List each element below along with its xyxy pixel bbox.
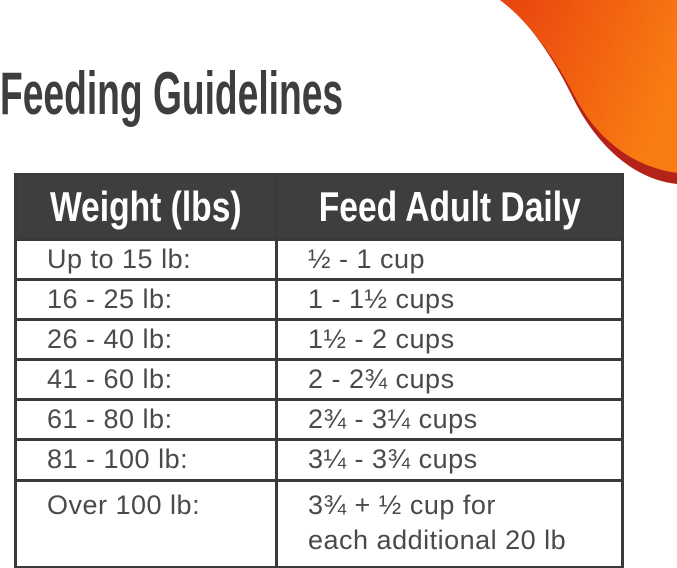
page-title-text: Feeding Guidelines [0, 60, 344, 127]
table-row: Over 100 lb: 3¾ + ½ cup for each additio… [14, 478, 624, 568]
table-row: Up to 15 lb: ½ - 1 cup [14, 237, 624, 282]
weight-cell: Up to 15 lb: [14, 237, 278, 282]
table-row: 16 - 25 lb: 1 - 1½ cups [14, 278, 624, 322]
feed-cell: 2 - 2¾ cups [275, 358, 624, 402]
corner-accent-shape [500, 0, 677, 184]
weight-header-label: Weight (lbs) [50, 183, 242, 230]
accent-orange-layer [500, 0, 677, 173]
table-row: 81 - 100 lb: 3¼ - 3¾ cups [14, 438, 624, 482]
weight-cell: Over 100 lb: [14, 478, 278, 568]
feeding-table-container: Weight (lbs) Feed Adult Daily Up to 15 l… [14, 173, 624, 568]
table-row: 61 - 80 lb: 2¾ - 3¼ cups [14, 398, 624, 442]
weight-cell: 26 - 40 lb: [14, 318, 278, 362]
feed-cell: 2¾ - 3¼ cups [275, 398, 624, 442]
weight-header-cell: Weight (lbs) [14, 173, 278, 241]
table-row: 41 - 60 lb: 2 - 2¾ cups [14, 358, 624, 402]
header-row: Weight (lbs) Feed Adult Daily [14, 173, 624, 241]
feeding-table: Weight (lbs) Feed Adult Daily Up to 15 l… [14, 173, 624, 568]
feed-cell: 3¼ - 3¾ cups [275, 438, 624, 482]
weight-cell: 81 - 100 lb: [14, 438, 278, 482]
weight-cell: 16 - 25 lb: [14, 278, 278, 322]
feed-cell: ½ - 1 cup [275, 237, 624, 282]
feed-header-label: Feed Adult Daily [318, 183, 581, 230]
feed-cell: 1 - 1½ cups [275, 278, 624, 322]
feed-cell: 1½ - 2 cups [275, 318, 624, 362]
table-row: 26 - 40 lb: 1½ - 2 cups [14, 318, 624, 362]
feed-header-cell: Feed Adult Daily [275, 173, 624, 241]
page-title: Feeding Guidelines [0, 64, 553, 124]
weight-cell: 41 - 60 lb: [14, 358, 278, 402]
feed-cell: 3¾ + ½ cup for each additional 20 lb [275, 478, 624, 568]
weight-cell: 61 - 80 lb: [14, 398, 278, 442]
